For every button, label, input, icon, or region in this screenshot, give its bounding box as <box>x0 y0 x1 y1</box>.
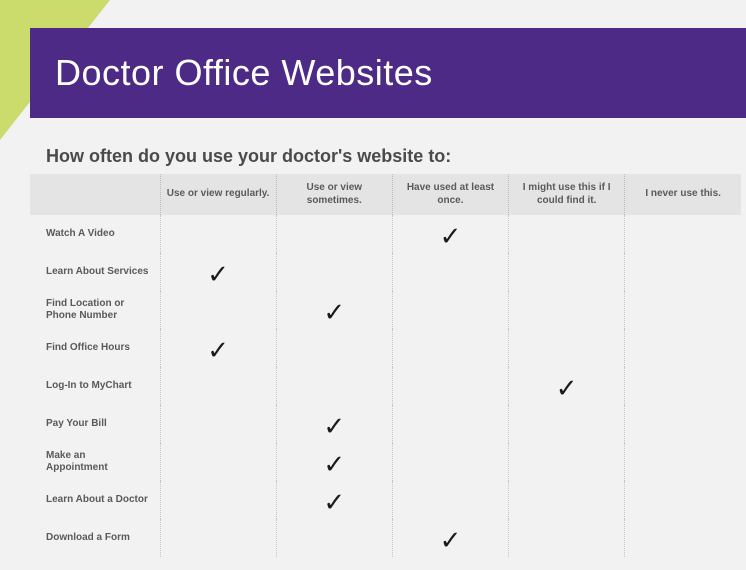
cell <box>392 253 508 291</box>
checkmark-icon: ✓ <box>323 489 345 515</box>
cell: ✓ <box>160 329 276 367</box>
cell <box>625 481 741 519</box>
cell <box>276 329 392 367</box>
table-row: Find Office Hours ✓ <box>30 329 741 367</box>
header-col-0: Use or view regularly. <box>160 174 276 215</box>
cell <box>276 519 392 557</box>
header-col-3: I might use this if I could find it. <box>509 174 625 215</box>
table-row: Watch A Video ✓ <box>30 215 741 253</box>
cell <box>625 329 741 367</box>
checkmark-icon: ✓ <box>323 299 345 325</box>
page-title: Doctor Office Websites <box>55 52 433 94</box>
cell <box>392 443 508 481</box>
cell: ✓ <box>392 215 508 253</box>
table-row: Pay Your Bill ✓ <box>30 405 741 443</box>
cell: ✓ <box>276 291 392 329</box>
checkmark-icon: ✓ <box>440 223 462 249</box>
cell <box>276 215 392 253</box>
cell <box>509 519 625 557</box>
title-banner: Doctor Office Websites <box>30 28 746 118</box>
cell <box>392 405 508 443</box>
table-row: Find Location or Phone Number ✓ <box>30 291 741 329</box>
row-label: Watch A Video <box>30 215 160 253</box>
cell <box>625 519 741 557</box>
cell <box>509 291 625 329</box>
header-col-2: Have used at least once. <box>392 174 508 215</box>
header-blank <box>30 174 160 215</box>
row-label: Log-In to MyChart <box>30 367 160 405</box>
cell <box>509 443 625 481</box>
row-label: Download a Form <box>30 519 160 557</box>
row-label: Make an Appointment <box>30 443 160 481</box>
checkmark-icon: ✓ <box>207 337 229 363</box>
cell: ✓ <box>276 405 392 443</box>
header-col-4: I never use this. <box>625 174 741 215</box>
cell <box>160 405 276 443</box>
cell <box>509 405 625 443</box>
cell <box>160 367 276 405</box>
cell <box>625 367 741 405</box>
row-label: Find Location or Phone Number <box>30 291 160 329</box>
cell <box>509 329 625 367</box>
survey-question: How often do you use your doctor's websi… <box>46 146 451 167</box>
cell: ✓ <box>160 253 276 291</box>
table-row: Log-In to MyChart ✓ <box>30 367 741 405</box>
cell <box>625 215 741 253</box>
table-row: Make an Appointment ✓ <box>30 443 741 481</box>
row-label: Pay Your Bill <box>30 405 160 443</box>
row-label: Find Office Hours <box>30 329 160 367</box>
checkmark-icon: ✓ <box>323 451 345 477</box>
cell <box>392 481 508 519</box>
cell <box>625 253 741 291</box>
cell: ✓ <box>276 443 392 481</box>
cell <box>276 367 392 405</box>
cell: ✓ <box>392 519 508 557</box>
checkmark-icon: ✓ <box>207 261 229 287</box>
cell: ✓ <box>509 367 625 405</box>
page-background: Doctor Office Websites How often do you … <box>0 0 746 570</box>
table-row: Learn About Services ✓ <box>30 253 741 291</box>
cell <box>392 329 508 367</box>
cell <box>509 253 625 291</box>
cell <box>160 443 276 481</box>
header-col-1: Use or view sometimes. <box>276 174 392 215</box>
cell <box>625 443 741 481</box>
cell <box>160 215 276 253</box>
cell <box>509 215 625 253</box>
cell <box>392 291 508 329</box>
table-row: Learn About a Doctor ✓ <box>30 481 741 519</box>
row-label: Learn About a Doctor <box>30 481 160 519</box>
cell <box>509 481 625 519</box>
cell: ✓ <box>276 481 392 519</box>
cell <box>625 291 741 329</box>
checkmark-icon: ✓ <box>440 527 462 553</box>
table-header: Use or view regularly. Use or view somet… <box>30 174 741 215</box>
table-body: Watch A Video✓Learn About Services✓Find … <box>30 215 741 557</box>
cell <box>160 519 276 557</box>
cell <box>625 405 741 443</box>
checkmark-icon: ✓ <box>323 413 345 439</box>
cell <box>160 291 276 329</box>
row-label: Learn About Services <box>30 253 160 291</box>
cell <box>392 367 508 405</box>
survey-table: Use or view regularly. Use or view somet… <box>30 174 741 557</box>
checkmark-icon: ✓ <box>556 375 578 401</box>
table-row: Download a Form ✓ <box>30 519 741 557</box>
cell <box>160 481 276 519</box>
cell <box>276 253 392 291</box>
survey-table-wrap: Use or view regularly. Use or view somet… <box>30 174 741 557</box>
